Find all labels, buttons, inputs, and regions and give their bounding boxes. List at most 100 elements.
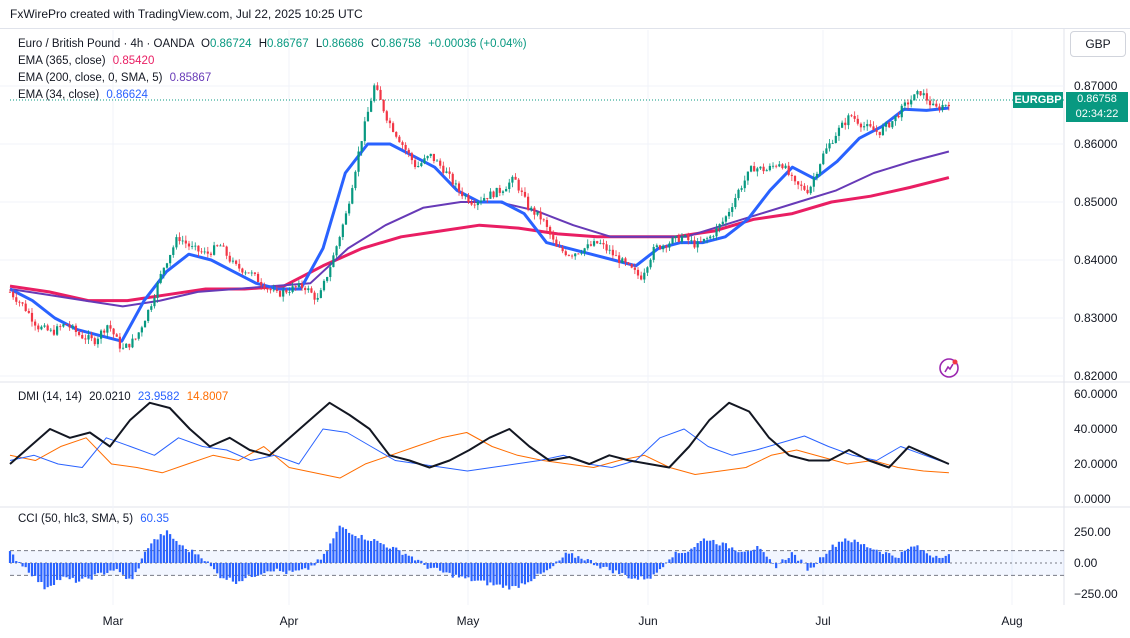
candle-body bbox=[866, 124, 869, 127]
cci-bar bbox=[646, 563, 649, 579]
candle-body bbox=[624, 258, 627, 263]
candle-body bbox=[888, 122, 891, 128]
candle-body bbox=[93, 338, 96, 345]
candle-body bbox=[288, 292, 291, 293]
candle-body bbox=[49, 329, 52, 331]
cci-bar bbox=[511, 563, 514, 587]
cci-bar bbox=[850, 542, 853, 563]
price-tick-label: 0.87000 bbox=[1074, 79, 1118, 93]
cci-bar bbox=[159, 534, 162, 563]
cci-bar bbox=[250, 563, 253, 578]
cci-bar bbox=[696, 543, 699, 563]
candle-body bbox=[65, 324, 68, 326]
candle-body bbox=[778, 164, 781, 167]
candle-body bbox=[759, 166, 762, 169]
cci-bar bbox=[671, 557, 674, 563]
live-indicator-icon[interactable] bbox=[938, 357, 960, 379]
cci-bar bbox=[454, 563, 457, 575]
ema200-value: 0.85867 bbox=[169, 72, 212, 84]
cci-bar bbox=[316, 559, 319, 563]
cci-bar bbox=[382, 544, 385, 563]
candle-body bbox=[740, 188, 743, 190]
ohlc-h-label: H bbox=[258, 38, 268, 50]
dmi-legend[interactable]: DMI (14, 14) 20.0210 23.9582 14.8007 bbox=[18, 391, 228, 403]
symbol-legend[interactable]: Euro / British Pound · 4h · OANDA O0.867… bbox=[18, 36, 527, 53]
cci-bar bbox=[527, 563, 530, 583]
cci-bar bbox=[784, 559, 787, 563]
cci-bar bbox=[919, 549, 922, 563]
ohlc-close: 0.86758 bbox=[379, 38, 421, 50]
candle-body bbox=[134, 338, 137, 340]
cci-bar bbox=[768, 559, 771, 563]
candle-body bbox=[96, 338, 100, 345]
ema200-legend[interactable]: EMA (200, close, 0, SMA, 5) 0.85867 bbox=[18, 70, 527, 87]
cci-bar bbox=[304, 563, 307, 569]
cci-bar bbox=[420, 560, 423, 563]
candle-body bbox=[467, 195, 470, 203]
cci-bar bbox=[640, 563, 643, 577]
cci-bar bbox=[913, 546, 916, 563]
cci-bar bbox=[140, 558, 143, 563]
candle-body bbox=[834, 135, 837, 143]
candle-body bbox=[859, 123, 863, 128]
cci-bar bbox=[853, 539, 856, 563]
candle-body bbox=[448, 171, 451, 174]
cci-bar bbox=[332, 538, 335, 563]
candle-body bbox=[62, 324, 65, 327]
cci-bar bbox=[18, 561, 21, 563]
cci-bar bbox=[552, 563, 555, 567]
ema365-legend[interactable]: EMA (365, close) 0.85420 bbox=[18, 53, 527, 70]
candle-body bbox=[649, 259, 652, 268]
cci-bar bbox=[344, 528, 348, 563]
candle-body bbox=[140, 327, 143, 333]
ema34-legend[interactable]: EMA (34, close) 0.86624 bbox=[18, 87, 527, 104]
cci-bar bbox=[624, 563, 627, 575]
candle-body bbox=[746, 171, 749, 181]
candle-body bbox=[410, 153, 414, 161]
cci-bar bbox=[925, 553, 928, 563]
candle-body bbox=[483, 197, 486, 201]
ema34-label: EMA (34, close) bbox=[18, 89, 100, 101]
candle-body bbox=[947, 104, 950, 107]
candle-body bbox=[935, 103, 938, 107]
cci-bar bbox=[206, 561, 209, 563]
candle-body bbox=[147, 309, 150, 321]
chart-canvas[interactable]: Mar Apr May Jun Jul Aug 0.82000 0.83000 0.84000 0… bbox=[0, 28, 1130, 638]
candle-body bbox=[216, 245, 219, 247]
currency-button[interactable]: GBP bbox=[1070, 31, 1126, 57]
candle-body bbox=[900, 105, 903, 118]
cci-bar bbox=[125, 563, 128, 579]
cci-bar bbox=[765, 556, 768, 563]
candle-body bbox=[853, 115, 856, 119]
candle-body bbox=[640, 275, 643, 280]
cci-bar bbox=[693, 547, 696, 563]
cci-bar bbox=[52, 563, 56, 586]
cci-bar bbox=[574, 557, 577, 563]
cci-bar bbox=[241, 563, 244, 582]
candle-body bbox=[370, 100, 373, 112]
candle-body bbox=[768, 165, 771, 171]
ohlc-change: +0.00036 (+0.04%) bbox=[428, 38, 527, 50]
cci-legend[interactable]: CCI (50, hlc3, SMA, 5) 60.35 bbox=[18, 513, 169, 525]
cci-bar bbox=[489, 563, 492, 583]
cci-bar bbox=[442, 563, 445, 573]
cci-bar bbox=[822, 557, 825, 563]
cci-bar bbox=[294, 563, 297, 571]
cci-bar bbox=[753, 549, 756, 563]
candle-body bbox=[847, 115, 850, 126]
candle-body bbox=[762, 166, 765, 172]
candle-body bbox=[655, 245, 658, 247]
candle-body bbox=[520, 190, 523, 192]
cci-bar bbox=[143, 551, 147, 563]
candle-body bbox=[395, 131, 398, 137]
cci-bar bbox=[756, 546, 759, 563]
cci-bar bbox=[121, 563, 125, 575]
candle-body bbox=[278, 290, 282, 297]
cci-bar bbox=[103, 563, 106, 575]
cci-bar bbox=[56, 563, 59, 580]
cci-bar bbox=[59, 563, 62, 581]
candle-body bbox=[253, 272, 257, 274]
candle-body bbox=[505, 189, 508, 192]
cci-bar bbox=[46, 563, 49, 588]
cci-bar bbox=[467, 563, 470, 578]
